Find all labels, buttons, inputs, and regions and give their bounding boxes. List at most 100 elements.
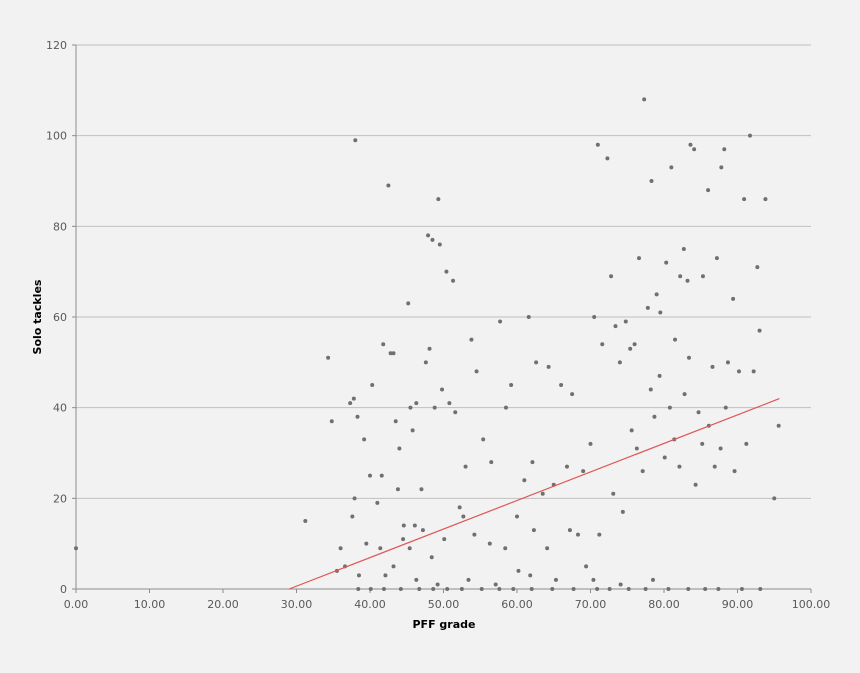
data-point — [383, 573, 388, 578]
data-point — [414, 577, 419, 582]
data-point — [451, 278, 456, 283]
data-point — [550, 587, 555, 591]
data-point — [531, 528, 536, 533]
data-point — [444, 269, 449, 274]
data-point — [511, 587, 516, 591]
data-point — [453, 410, 458, 415]
x-tick-label: 30.00 — [281, 598, 313, 611]
data-point — [642, 97, 647, 102]
data-point — [718, 446, 723, 451]
tick-labels: 0 20 40 60 80 100 120 0.00 10.00 20.00 30.00 40.00 5… — [46, 39, 830, 611]
data-point — [632, 342, 637, 347]
data-point — [714, 256, 719, 261]
data-point — [605, 156, 610, 161]
data-point — [657, 373, 662, 378]
data-point — [584, 564, 589, 569]
data-point — [700, 441, 705, 446]
data-point — [329, 419, 334, 424]
axes — [72, 44, 812, 593]
data-point — [419, 487, 424, 492]
y-tick-label: 60 — [53, 311, 67, 324]
data-point — [731, 296, 736, 301]
x-tick-label: 90.00 — [722, 598, 754, 611]
x-tick-label: 50.00 — [428, 598, 460, 611]
data-point — [567, 528, 572, 533]
data-point — [592, 315, 597, 319]
data-point — [629, 428, 634, 433]
data-point — [388, 351, 393, 356]
data-point — [617, 360, 622, 365]
data-point — [710, 364, 715, 369]
x-axis-title: PFF grade — [413, 618, 476, 631]
data-point — [747, 133, 752, 138]
data-point — [378, 546, 383, 551]
data-point — [457, 505, 462, 510]
x-tick-label: 20.00 — [207, 598, 239, 611]
y-axis-title: Solo tackles — [31, 279, 44, 354]
data-point — [420, 528, 425, 533]
data-point — [386, 183, 391, 188]
data-point — [645, 305, 650, 310]
data-point — [442, 537, 447, 542]
data-point — [652, 414, 657, 419]
y-tick-label: 120 — [46, 39, 67, 52]
data-point — [479, 587, 484, 591]
data-point — [356, 587, 361, 591]
data-point — [693, 482, 698, 487]
data-point — [685, 278, 690, 283]
data-point — [534, 360, 539, 365]
data-point — [493, 582, 498, 587]
data-point — [423, 360, 428, 365]
data-point — [74, 546, 78, 551]
data-point — [658, 310, 663, 315]
data-point — [530, 460, 535, 465]
data-point — [472, 532, 477, 537]
data-point — [430, 237, 435, 242]
data-point — [776, 423, 781, 428]
data-point — [498, 319, 503, 324]
data-point — [744, 441, 749, 446]
data-point — [352, 496, 357, 501]
data-point — [581, 469, 586, 474]
data-point — [381, 587, 386, 591]
data-point — [677, 464, 682, 469]
data-point — [466, 577, 471, 582]
data-point — [356, 573, 361, 578]
data-point — [489, 460, 494, 465]
data-point — [417, 587, 422, 591]
x-tick-label: 60.00 — [501, 598, 533, 611]
data-point — [570, 392, 575, 397]
data-point — [406, 301, 411, 306]
data-point — [497, 587, 502, 591]
data-point — [716, 587, 721, 591]
data-point — [474, 369, 479, 374]
data-point — [303, 519, 308, 523]
data-point — [379, 473, 384, 478]
data-point — [688, 142, 693, 147]
data-point — [634, 446, 639, 451]
data-point — [503, 405, 508, 410]
y-tick-label: 20 — [53, 492, 67, 505]
data-point — [516, 568, 521, 573]
data-point — [351, 396, 356, 401]
data-point — [522, 478, 527, 483]
data-point — [407, 546, 412, 551]
data-point — [611, 491, 616, 496]
data-point — [686, 355, 691, 360]
data-point — [649, 179, 654, 183]
data-point — [391, 351, 396, 356]
data-point — [515, 514, 519, 519]
data-point — [408, 405, 413, 410]
data-point — [350, 514, 355, 519]
data-point — [618, 582, 623, 587]
data-point — [669, 165, 674, 170]
data-point — [722, 147, 727, 152]
data-point — [338, 546, 343, 551]
y-tick-label: 0 — [60, 583, 67, 596]
data-point — [368, 587, 373, 591]
data-point — [414, 401, 419, 406]
data-point — [667, 405, 672, 410]
data-point — [481, 437, 486, 442]
y-tick-label: 100 — [46, 130, 67, 143]
